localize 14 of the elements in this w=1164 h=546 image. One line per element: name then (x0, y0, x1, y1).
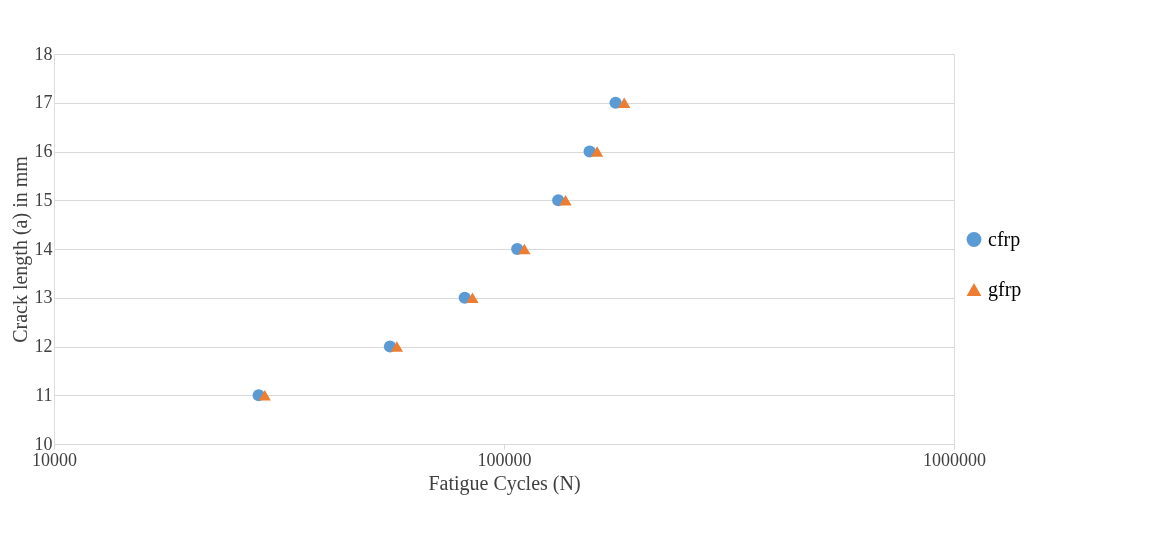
y-tick-label: 18 (34, 43, 53, 64)
legend-label: gfrp (988, 277, 1022, 301)
y-tick-label: 15 (34, 189, 53, 210)
y-tick-label: 12 (34, 336, 53, 356)
x-axis-title: Fatigue Cycles (N) (428, 471, 581, 495)
y-tick-label: 13 (34, 287, 53, 308)
y-tick-label: 14 (34, 238, 53, 259)
x-tick-label: 1000000 (923, 449, 986, 470)
y-axis-title: Crack length (a) in mm (8, 155, 32, 343)
y-tick-label: 16 (34, 141, 53, 161)
y-tick-label: 17 (34, 92, 53, 113)
x-tick-label: 100000 (477, 449, 532, 470)
legend-label: cfrp (988, 227, 1021, 251)
y-tick-label: 11 (35, 384, 53, 405)
